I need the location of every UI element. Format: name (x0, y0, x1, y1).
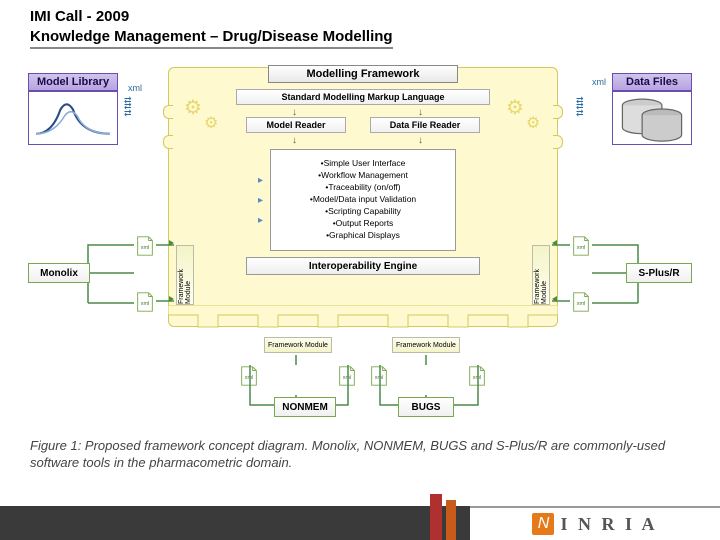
feature-item: •Scripting Capability (325, 206, 401, 218)
xml-doc-icon: xml (466, 365, 488, 387)
footer: N I N R I A (0, 494, 720, 540)
tool-nonmem: NONMEM (274, 397, 336, 417)
down-arrow-icon: ↓ (418, 107, 423, 118)
feature-item: •Workflow Management (318, 170, 408, 182)
svg-text:xml: xml (473, 375, 482, 381)
interop-bar: Interoperability Engine (246, 257, 480, 275)
svg-text:xml: xml (245, 375, 254, 381)
svg-text:xml: xml (577, 301, 586, 307)
notch-icon (553, 105, 563, 119)
feature-item: •Traceability (on/off) (325, 182, 400, 194)
gear-icon: ⚙ (506, 95, 524, 120)
svg-text:xml: xml (343, 375, 352, 381)
svg-text:xml: xml (375, 375, 384, 381)
xml-doc-icon: xml (134, 291, 156, 313)
bidir-arrow-icon: ⇄⇄⇄ (576, 97, 584, 116)
model-reader-box: Model Reader (246, 117, 346, 133)
down-arrow-icon: ↓ (292, 135, 297, 146)
xml-doc-icon: xml (570, 291, 592, 313)
page-subtitle: Knowledge Management – Drug/Disease Mode… (30, 28, 393, 49)
feature-item: •Output Reports (333, 218, 394, 230)
tool-bugs: BUGS (398, 397, 454, 417)
fw-module: Framework Module (392, 337, 460, 353)
data-file-reader-box: Data File Reader (370, 117, 480, 133)
tri-left-icon: ▸ (258, 215, 263, 226)
fw-module: Framework Module (176, 245, 194, 305)
xml-doc-icon: xml (368, 365, 390, 387)
notch-icon (553, 135, 563, 149)
smml-bar: Standard Modelling Markup Language (236, 89, 490, 105)
feature-item: •Simple User Interface (321, 158, 406, 170)
tool-splusr: S-Plus/R (626, 263, 692, 283)
notch-icon (163, 135, 173, 149)
xml-doc-icon: xml (134, 235, 156, 257)
footer-accent (430, 494, 442, 540)
xml-label-right: xml (592, 77, 606, 87)
down-arrow-icon: ↓ (292, 107, 297, 118)
svg-text:xml: xml (141, 245, 150, 251)
comb-edge-icon (168, 305, 558, 329)
tool-monolix: Monolix (28, 263, 90, 283)
xml-doc-icon: xml (570, 235, 592, 257)
footer-bar (0, 506, 470, 540)
figure-caption: Figure 1: Proposed framework concept dia… (30, 438, 690, 472)
model-library-head: Model Library (28, 73, 118, 91)
logo-text: I N R I A (560, 514, 657, 535)
svg-text:xml: xml (141, 301, 150, 307)
gear-icon: ⚙ (526, 113, 540, 133)
page-title: IMI Call - 2009 (30, 8, 129, 25)
model-library-body (28, 91, 118, 145)
data-files-head: Data Files (612, 73, 692, 91)
database-icon (615, 93, 689, 142)
features-box: •Simple User Interface •Workflow Managem… (270, 149, 456, 251)
xml-doc-icon: xml (238, 365, 260, 387)
down-arrow-icon: ↓ (418, 135, 423, 146)
framework-title: Modelling Framework (268, 65, 458, 83)
slide: IMI Call - 2009 Knowledge Management – D… (0, 0, 720, 540)
footer-accent (446, 500, 456, 540)
svg-text:xml: xml (577, 245, 586, 251)
fw-module: Framework Module (264, 337, 332, 353)
gear-icon: ⚙ (204, 113, 218, 133)
feature-item: •Model/Data input Validation (310, 194, 416, 206)
footer-logo-area: N I N R I A (470, 506, 720, 540)
gear-icon: ⚙ (184, 95, 202, 120)
fw-module: Framework Module (532, 245, 550, 305)
tri-left-icon: ▸ (258, 195, 263, 206)
distribution-curve-icon (31, 97, 115, 139)
tri-left-icon: ▸ (258, 175, 263, 186)
xml-label-left: xml (128, 83, 142, 93)
feature-item: •Graphical Displays (326, 230, 400, 242)
logo-mark-icon: N (532, 513, 554, 535)
architecture-diagram: Model Library Data Files xml Modelling F… (28, 65, 692, 435)
bidir-arrow-icon: ⇄⇄⇄ (124, 97, 132, 116)
notch-icon (163, 105, 173, 119)
data-files-body (612, 91, 692, 145)
xml-doc-icon: xml (336, 365, 358, 387)
